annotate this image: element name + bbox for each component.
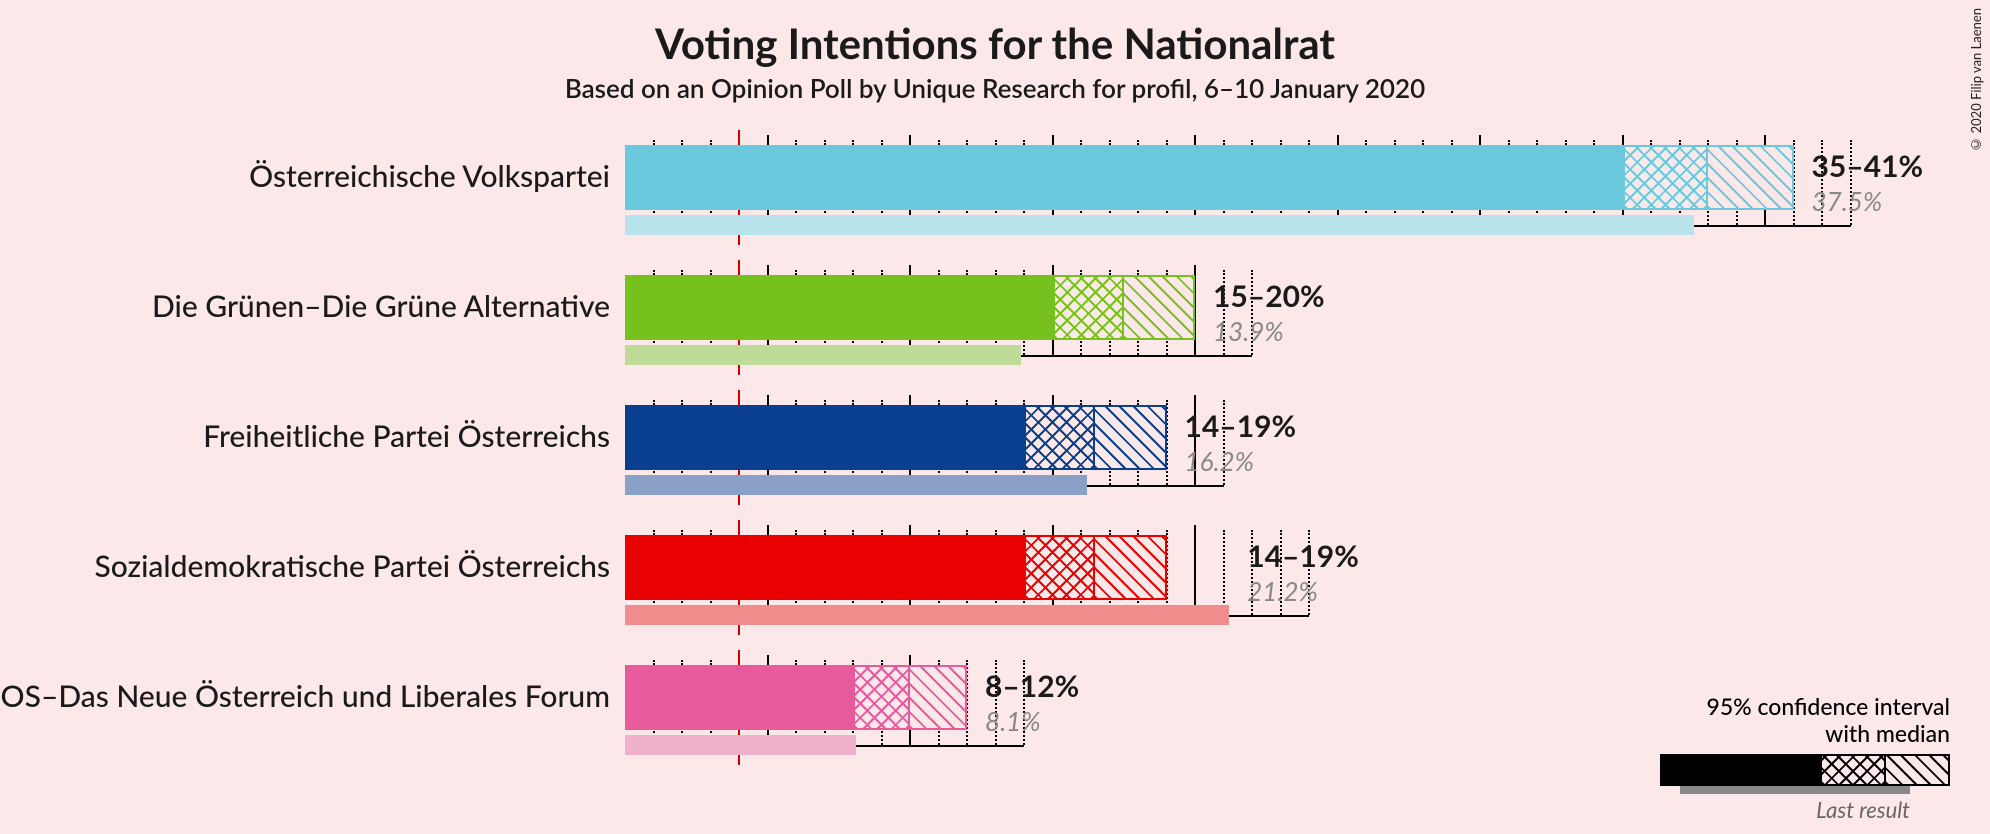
last-label: 13.9% <box>1213 315 1284 347</box>
chart-row: Die Grünen–Die Grüne Alternative 15–20%13… <box>0 260 1990 390</box>
party-label: Die Grünen–Die Grüne Alternative <box>152 288 610 324</box>
legend-title: 95% confidence interval with median <box>1660 693 1950 748</box>
ci-solid-bar <box>625 405 1024 470</box>
ci-diag-hatch <box>1708 145 1794 210</box>
last-result-bar <box>625 735 856 755</box>
legend-diag-hatch <box>1886 754 1950 786</box>
last-result-bar <box>625 345 1021 365</box>
legend-title-line1: 95% confidence interval <box>1706 692 1950 720</box>
last-result-bar <box>625 605 1229 625</box>
tick-major <box>1194 525 1196 615</box>
last-result-bar <box>625 215 1694 235</box>
title-block: Voting Intentions for the Nationalrat Ba… <box>0 0 1990 104</box>
ci-solid-bar <box>625 535 1024 600</box>
chart-row: Freiheitliche Partei Österreichs 14–19%16… <box>0 390 1990 520</box>
range-label: 35–41% <box>1812 148 1924 184</box>
last-result-bar <box>625 475 1087 495</box>
range-label: 14–19% <box>1185 408 1297 444</box>
legend-title-line2: with median <box>1825 719 1950 747</box>
legend-solid-bar <box>1660 754 1820 786</box>
bar-chart: Österreichische Volkspartei 35–41%37.5% Di… <box>0 130 1990 780</box>
range-label: 14–19% <box>1247 538 1359 574</box>
range-label: 8–12% <box>985 668 1079 704</box>
ci-crosshatch <box>1024 535 1095 600</box>
ci-crosshatch <box>853 665 910 730</box>
last-label: 21.2% <box>1247 575 1318 607</box>
ci-solid-bar <box>625 665 853 730</box>
party-label: Österreichische Volkspartei <box>249 158 610 194</box>
legend-bars: Last result <box>1660 754 1950 804</box>
ci-diag-hatch <box>910 665 967 730</box>
ci-solid-bar <box>625 275 1053 340</box>
party-label: Sozialdemokratische Partei Österreichs <box>94 548 610 584</box>
chart-subtitle: Based on an Opinion Poll by Unique Resea… <box>0 72 1990 104</box>
range-label: 15–20% <box>1213 278 1325 314</box>
ci-diag-hatch <box>1095 535 1166 600</box>
last-label: 37.5% <box>1812 185 1883 217</box>
ci-crosshatch <box>1053 275 1124 340</box>
ci-diag-hatch <box>1124 275 1195 340</box>
last-label: 16.2% <box>1185 445 1254 477</box>
ci-diag-hatch <box>1095 405 1166 470</box>
chart-row: Sozialdemokratische Partei Österreichs 14… <box>0 520 1990 650</box>
party-label: Freiheitliche Partei Österreichs <box>203 418 610 454</box>
ci-solid-bar <box>625 145 1623 210</box>
last-label: 8.1% <box>985 705 1041 737</box>
legend: 95% confidence interval with median Last… <box>1660 693 1950 804</box>
tick-minor <box>1223 530 1225 615</box>
chart-title: Voting Intentions for the Nationalrat <box>0 18 1990 68</box>
legend-crosshatch <box>1820 754 1887 786</box>
ci-crosshatch <box>1623 145 1709 210</box>
legend-last-label: Last result <box>1816 796 1910 823</box>
party-label: NEOS–Das Neue Österreich und Liberales F… <box>0 678 610 714</box>
chart-row: Österreichische Volkspartei 35–41%37.5% <box>0 130 1990 260</box>
ci-crosshatch <box>1024 405 1095 470</box>
